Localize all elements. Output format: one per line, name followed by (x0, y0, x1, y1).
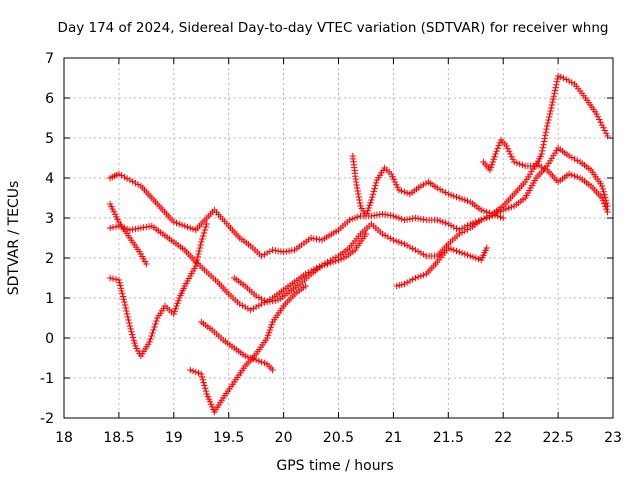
y-tick-label: 7 (45, 51, 54, 67)
y-tick-label: 1 (45, 291, 54, 307)
series-track-4 (106, 220, 210, 360)
grid (64, 58, 613, 418)
data-points (231, 230, 370, 306)
series-track-7 (231, 230, 370, 306)
x-tick-label: 18 (55, 430, 73, 446)
x-tick-label: 19.5 (213, 430, 244, 446)
y-tick-label: -1 (40, 371, 54, 387)
series-track-1 (106, 144, 611, 260)
tick-labels: 18 18.5 19 19.5 20 20.5 21 21.5 22 22.5 23-2-10123… (40, 51, 622, 446)
y-tick-label: 6 (45, 91, 54, 107)
y-tick-label: 4 (45, 171, 54, 187)
x-axis-label: GPS time / hours (276, 458, 393, 474)
series-track-9 (393, 244, 490, 290)
chart-title: Day 174 of 2024, Sidereal Day-to-day VTE… (58, 20, 609, 36)
x-tick-label: 19 (165, 430, 183, 446)
series-track-6 (198, 318, 276, 374)
x-tick-label: 22.5 (543, 430, 574, 446)
data-points (106, 220, 210, 360)
data-marks (106, 72, 611, 416)
data-points (106, 160, 611, 314)
x-tick-label: 23 (604, 430, 622, 446)
series-track-8 (349, 152, 507, 222)
data-points (393, 244, 490, 290)
x-tick-label: 21 (384, 430, 402, 446)
axis-ticks (63, 57, 614, 419)
y-tick-label: 0 (45, 331, 54, 347)
y-tick-label: 2 (45, 251, 54, 267)
series-track-10 (480, 72, 611, 174)
series-track-2 (106, 200, 150, 268)
y-tick-label: -2 (40, 411, 54, 427)
data-points (349, 152, 507, 222)
x-tick-label: 18.5 (103, 430, 134, 446)
y-axis-label: SDTVAR / TECUs (6, 181, 22, 296)
series-track-3 (106, 160, 611, 314)
x-tick-label: 20.5 (323, 430, 354, 446)
x-tick-label: 22 (494, 430, 512, 446)
y-tick-label: 3 (45, 211, 54, 227)
data-points (480, 72, 611, 174)
data-points (106, 200, 150, 268)
data-points (106, 144, 611, 260)
data-points (198, 318, 276, 374)
x-tick-label: 21.5 (433, 430, 464, 446)
y-tick-label: 5 (45, 131, 54, 147)
x-tick-label: 20 (275, 430, 293, 446)
